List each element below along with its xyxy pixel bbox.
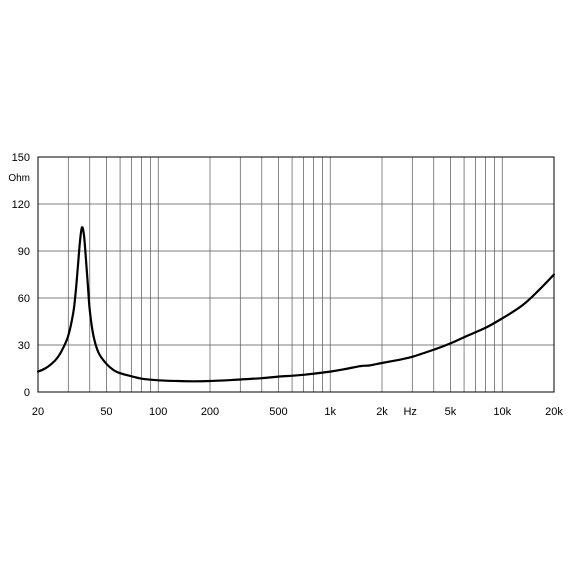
impedance-series-line xyxy=(36,226,556,383)
x-tick-label: 20k xyxy=(545,406,563,418)
chart-grid xyxy=(38,157,554,392)
y-tick-label: 60 xyxy=(18,293,30,305)
x-tick-label: 1k xyxy=(324,406,336,418)
x-tick-label: 5k xyxy=(445,406,457,418)
plot-frame xyxy=(37,156,555,393)
x-tick-label: 20 xyxy=(32,406,44,418)
y-tick-label: 90 xyxy=(18,246,30,258)
x-tick-label: 500 xyxy=(269,406,287,418)
x-tick-label: 50 xyxy=(100,406,112,418)
x-tick-label: 200 xyxy=(201,406,219,418)
x-axis-unit: Hz xyxy=(403,406,416,418)
y-tick-label: 0 xyxy=(24,387,30,399)
x-tick-label: 2k xyxy=(376,406,388,418)
y-tick-label: 30 xyxy=(18,340,30,352)
y-tick-label: 120 xyxy=(12,199,30,211)
y-axis-tick-labels: 0 30 60 90 120 150 xyxy=(12,152,30,399)
y-tick-label: 150 xyxy=(12,152,30,164)
x-tick-label: 10k xyxy=(493,406,511,418)
y-axis-unit: Ohm xyxy=(8,173,30,184)
chart-series-group xyxy=(36,226,556,383)
x-tick-label: 100 xyxy=(149,406,167,418)
x-axis-tick-labels: 20 50 100 200 500 1k 2k 5k 10k 20k xyxy=(32,406,563,418)
